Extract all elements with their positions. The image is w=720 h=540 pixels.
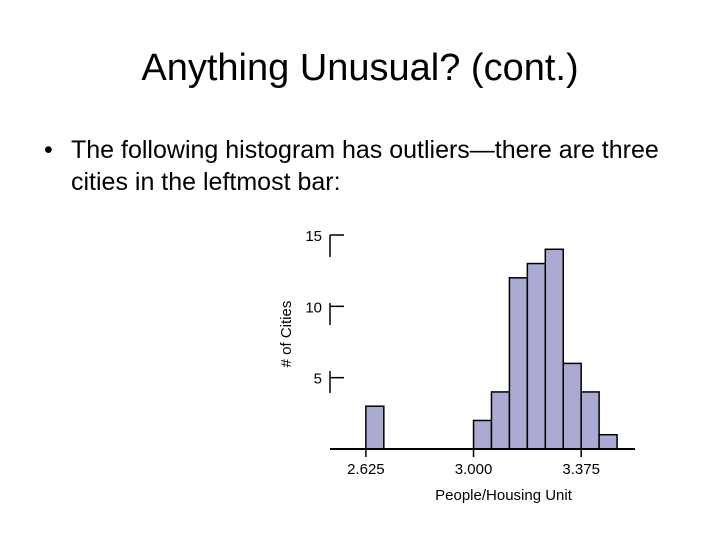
y-tick-label: 5	[314, 371, 322, 388]
x-axis-label: People/Housing Unit	[435, 487, 573, 504]
histogram-bar	[365, 405, 385, 450]
histogram-bar	[490, 391, 511, 450]
slide-title: Anything Unusual? (cont.)	[141, 47, 579, 89]
histogram-chart: 5 10 15 2.625 3.000 3.375 People/Housing Unit…	[278, 228, 635, 504]
x-tick-label: 3.000	[455, 461, 493, 478]
bullet-item: • The following histogram has outliers—t…	[44, 134, 684, 198]
histogram-bar	[598, 433, 618, 450]
histogram-bar	[526, 262, 547, 450]
histogram-bar	[544, 248, 564, 450]
histogram-bar	[508, 277, 529, 450]
chart-axes	[329, 235, 635, 450]
y-tick-label: 10	[305, 299, 322, 316]
bullet-text: The following histogram has outliers—the…	[71, 136, 659, 196]
histogram-bars	[365, 248, 618, 450]
y-tick-label: 15	[305, 228, 322, 245]
bullet-dot: •	[44, 136, 53, 164]
histogram-bar	[580, 391, 600, 450]
histogram-bar	[472, 419, 493, 450]
x-tick-label: 3.375	[562, 461, 600, 478]
y-axis-label: # of Cities	[278, 301, 295, 368]
x-tick-label: 2.625	[347, 461, 385, 478]
chart-ticks: 5 10 15 2.625 3.000 3.375	[305, 228, 600, 478]
histogram-bar	[562, 362, 582, 450]
